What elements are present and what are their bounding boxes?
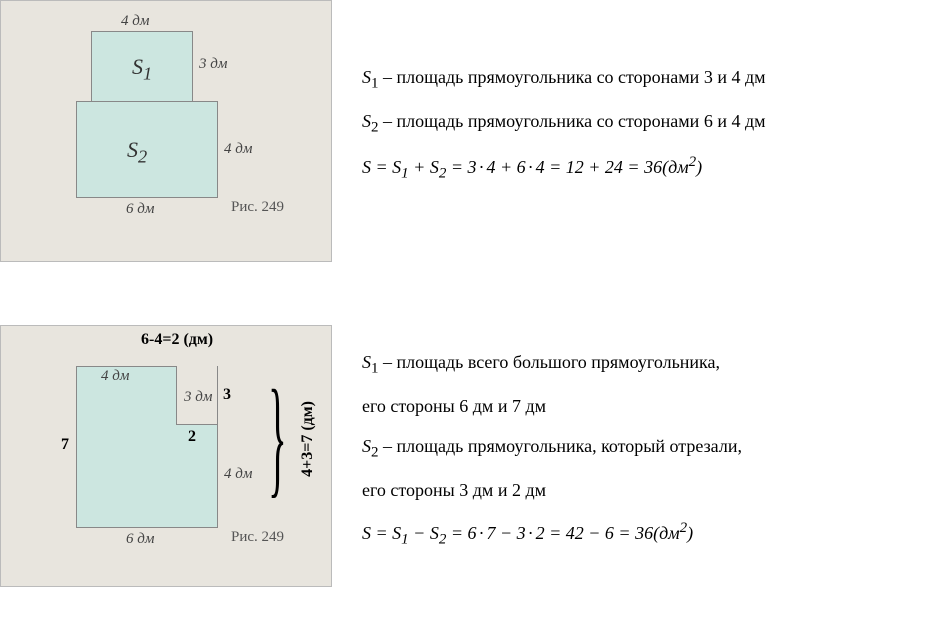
rect-s2: S2: [76, 101, 218, 198]
line2-1: S2 – площадь прямоугольника со сторонами…: [362, 104, 766, 142]
dim-top-2: 4 дм: [101, 368, 129, 385]
explanation-1: S1 – площадь прямоугольника со сторонами…: [332, 40, 766, 194]
brace-icon: }: [268, 370, 286, 502]
s1-letter: S: [132, 54, 143, 79]
anno-2: 2: [188, 428, 196, 446]
line1-1: S1 – площадь прямоугольника со сторонами…: [362, 60, 766, 98]
line3-2: S2 – площадь прямоугольника, который отр…: [362, 429, 742, 467]
l1-post: – площадь прямоугольника со сторонами 3 …: [379, 67, 766, 87]
b2l3-s: S: [362, 436, 371, 456]
dim-bottom-2: 6 дм: [126, 531, 154, 548]
dim-r1-1: 3 дм: [199, 56, 227, 73]
b2l1-s: S: [362, 352, 371, 372]
figure-1: S1 S2 4 дм 3 дм 4 дм 6 дм Рис. 249: [0, 0, 332, 262]
anno-top: 6-4=2 (дм): [141, 331, 213, 349]
l1-s: S: [362, 67, 371, 87]
figure-2: 4 дм 3 дм 4 дм 6 дм 6-4=2 (дм) 7 3 2 } 4…: [0, 325, 332, 587]
formula-1: S = S1 + S2 = 3·4 + 6·4 = 12 + 24 = 36(д…: [362, 148, 766, 188]
block-2: 4 дм 3 дм 4 дм 6 дм 6-4=2 (дм) 7 3 2 } 4…: [0, 325, 742, 587]
dim-r2-1: 4 дм: [224, 141, 252, 158]
line1-2: S1 – площадь всего большого прямоугольни…: [362, 345, 742, 383]
caption-1: Рис. 249: [231, 199, 284, 216]
dim-r1-2: 3 дм: [184, 389, 212, 406]
dim-bottom-1: 6 дм: [126, 201, 154, 218]
b2l3-sub: 2: [371, 445, 379, 461]
anno-3: 3: [223, 386, 231, 404]
s2-sub: 2: [138, 146, 147, 166]
line2-2: его стороны 6 дм и 7 дм: [362, 389, 742, 423]
caption-2: Рис. 249: [231, 529, 284, 546]
s2-label: S2: [127, 137, 147, 167]
l2-s: S: [362, 111, 371, 131]
dim-r2-2: 4 дм: [224, 466, 252, 483]
l1-sub: 1: [371, 76, 379, 92]
s1-label: S1: [132, 54, 152, 84]
anno-side: 4+3=7 (дм): [299, 401, 317, 477]
b2l1-post: – площадь всего большого прямоугольника,: [379, 352, 721, 372]
rect-s1: S1: [91, 31, 193, 103]
dim-top-1: 4 дм: [121, 13, 149, 30]
l2-post: – площадь прямоугольника со сторонами 6 …: [379, 111, 766, 131]
line4-2: его стороны 3 дм и 2 дм: [362, 473, 742, 507]
block-1: S1 S2 4 дм 3 дм 4 дм 6 дм Рис. 249 S1 – …: [0, 0, 766, 262]
b2l3-post: – площадь прямоугольника, который отреза…: [379, 436, 742, 456]
s1-sub: 1: [143, 63, 152, 83]
s2-letter: S: [127, 137, 138, 162]
explanation-2: S1 – площадь всего большого прямоугольни…: [332, 325, 742, 560]
formula-2: S = S1 − S2 = 6·7 − 3·2 = 42 − 6 = 36(дм…: [362, 514, 742, 554]
b2l1-sub: 1: [371, 361, 379, 377]
l2-sub: 2: [371, 120, 379, 136]
anno-7: 7: [61, 436, 69, 454]
